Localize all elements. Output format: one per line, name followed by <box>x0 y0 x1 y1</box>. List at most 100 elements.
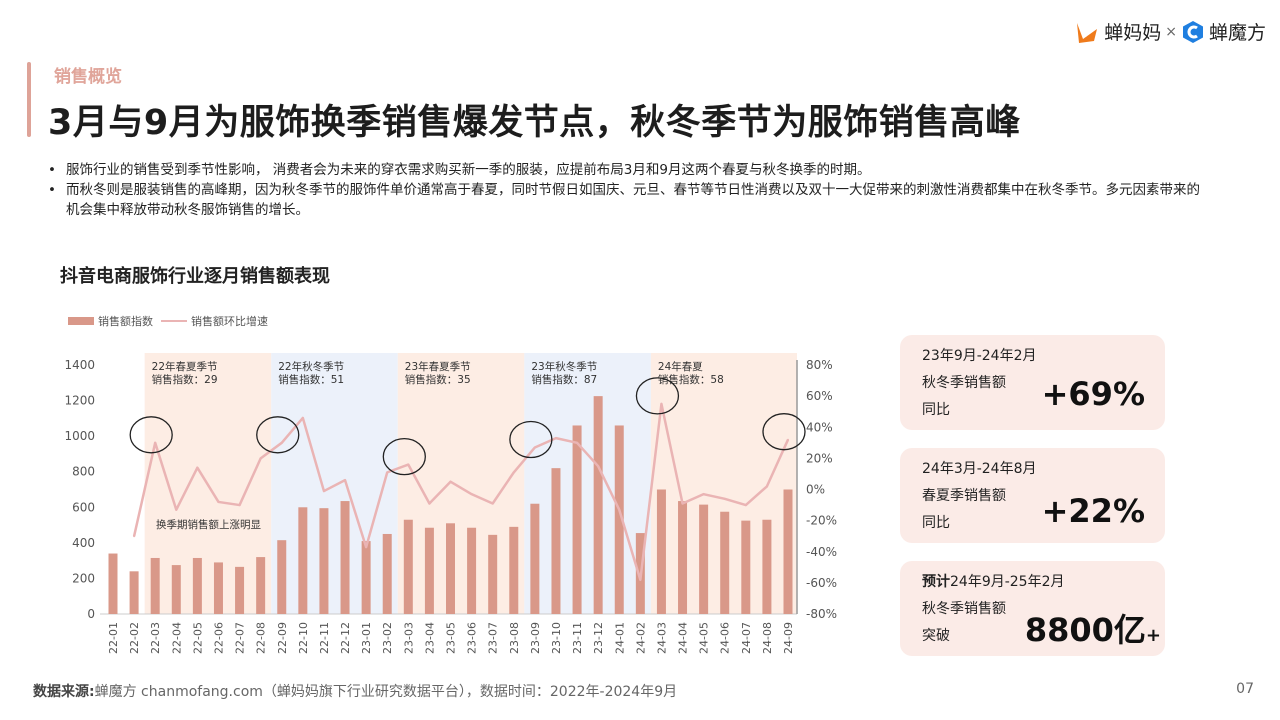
growth-point-23-10 <box>554 437 557 440</box>
season-index: 销售指数：35 <box>405 373 471 386</box>
legend-bar-label: 销售额指数 <box>98 315 153 328</box>
data-source-label: 数据来源: <box>33 684 95 700</box>
growth-point-24-07 <box>744 504 747 507</box>
bar-22-09 <box>277 540 287 614</box>
legend-line-label: 销售额环比增速 <box>191 315 268 328</box>
bar-22-11 <box>319 508 329 614</box>
card-value-suffix: + <box>1145 625 1161 646</box>
x-tick-label: 22-06 <box>212 622 225 654</box>
logo-chanmama-text: 蝉妈妈 <box>1104 22 1162 44</box>
card-period: 24年9月-25年2月 <box>950 574 1065 590</box>
season-label: 22年春夏季节 <box>152 360 218 373</box>
x-tick-label: 22-01 <box>107 622 120 654</box>
growth-point-23-11 <box>576 441 579 444</box>
x-tick-label: 22-05 <box>191 622 204 654</box>
y-right-tick: 60% <box>806 389 833 403</box>
chart-title: 抖音电商服饰行业逐月销售额表现 <box>60 266 330 287</box>
data-source-text: 蝉魔方 chanmofang.com（蝉妈妈旗下行业研究数据平台），数据时间：2… <box>94 684 678 700</box>
growth-point-23-02 <box>386 471 389 474</box>
growth-point-24-03 <box>660 402 663 405</box>
growth-point-23-06 <box>470 493 473 496</box>
bar-22-12 <box>340 501 350 614</box>
growth-point-23-03 <box>407 463 410 466</box>
bar-23-02 <box>382 533 392 614</box>
growth-point-23-08 <box>512 471 515 474</box>
legend-line-swatch <box>161 320 187 322</box>
x-tick-label: 22-10 <box>297 622 310 654</box>
x-tick-label: 24-01 <box>613 622 626 654</box>
chanmofang-logo-icon <box>1182 20 1203 43</box>
page-number: 07 <box>1236 681 1254 697</box>
card-period: 23年9月-24年2月 <box>922 348 1037 364</box>
highlight-circle-22-09 <box>256 416 300 454</box>
bar-22-02 <box>129 571 139 614</box>
card-metric: 秋冬季销售额 <box>922 375 1006 391</box>
y-right-tick: 20% <box>806 451 833 465</box>
card-spring-summer-yoy: 24年3月-24年8月 春夏季销售额 同比 +22% <box>900 448 1165 543</box>
card-value: +22% <box>1041 492 1145 530</box>
x-tick-label: 23-04 <box>423 622 436 654</box>
x-tick-label: 24-06 <box>719 622 732 654</box>
bar-24-04 <box>678 501 688 614</box>
highlight-circle-23-03 <box>382 437 426 476</box>
bar-23-12 <box>593 396 603 614</box>
x-tick-label: 22-08 <box>255 622 268 654</box>
x-tick-label: 22-07 <box>234 622 247 654</box>
x-tick-label: 23-06 <box>466 622 479 654</box>
bar-23-03 <box>403 519 413 614</box>
x-tick-label: 24-02 <box>634 622 647 654</box>
season-label: 23年秋冬季节 <box>531 360 597 373</box>
growth-point-22-11 <box>322 490 325 493</box>
x-tick-label: 24-05 <box>698 622 711 654</box>
y-left-tick: 1400 <box>64 358 95 372</box>
season-index: 销售指数：51 <box>278 373 344 386</box>
y-left-tick: 0 <box>87 607 95 621</box>
y-left-tick: 600 <box>72 500 95 514</box>
growth-point-24-01 <box>618 508 621 511</box>
season-index: 销售指数：29 <box>152 373 218 386</box>
bar-24-06 <box>720 511 730 614</box>
season-label: 22年秋冬季节 <box>278 360 344 373</box>
growth-point-24-04 <box>681 502 684 505</box>
y-right-tick: -80% <box>806 607 837 621</box>
bar-22-07 <box>235 566 245 614</box>
brand-logos: 蝉妈妈 × 蝉魔方 <box>1074 18 1266 45</box>
logo-chanmofang-text: 蝉魔方 <box>1208 22 1266 44</box>
chart-annotation: 换季期销售额上涨明显 <box>156 518 261 531</box>
growth-point-22-08 <box>259 457 262 460</box>
card-metric-suffix: 突破 <box>922 628 950 644</box>
y-right-tick: -60% <box>806 576 837 590</box>
legend-bar-swatch <box>68 317 94 325</box>
card-autumn-winter-yoy: 23年9月-24年2月 秋冬季销售额 同比 +69% <box>900 335 1165 430</box>
bar-23-04 <box>424 527 434 614</box>
highlight-circle-23-09 <box>509 420 553 459</box>
x-tick-label: 23-09 <box>529 622 542 654</box>
x-tick-label: 23-12 <box>592 622 605 654</box>
bar-23-06 <box>467 527 477 614</box>
x-tick-label: 24-08 <box>761 622 774 654</box>
y-right-tick: -40% <box>806 545 837 559</box>
growth-point-22-10 <box>301 416 304 419</box>
bar-24-09 <box>783 489 793 614</box>
growth-point-22-12 <box>344 479 347 482</box>
card-metric: 秋冬季销售额 <box>922 601 1006 617</box>
growth-point-22-02 <box>133 535 136 538</box>
season-band <box>271 353 398 614</box>
x-tick-label: 23-05 <box>445 622 458 654</box>
x-tick-label: 24-07 <box>740 622 753 654</box>
bullet-item: • 服饰行业的销售受到季节性影响， 消费者会为未来的穿衣需求购买新一季的服装，应提… <box>48 162 871 178</box>
x-tick-label: 23-02 <box>381 622 394 654</box>
chanmama-logo-icon <box>1077 22 1098 43</box>
card-period: 24年3月-24年8月 <box>922 461 1037 477</box>
section-label: 销售概览 <box>54 67 122 87</box>
bar-22-03 <box>150 557 160 614</box>
growth-point-24-08 <box>765 485 768 488</box>
card-value: 8800亿 <box>1024 611 1146 649</box>
x-tick-label: 23-01 <box>360 622 373 654</box>
card-prefix: 预计 <box>922 574 950 590</box>
highlight-circle-22-03 <box>129 416 173 454</box>
bar-24-01 <box>614 425 624 614</box>
bar-23-01 <box>361 541 371 614</box>
season-band <box>524 353 651 614</box>
